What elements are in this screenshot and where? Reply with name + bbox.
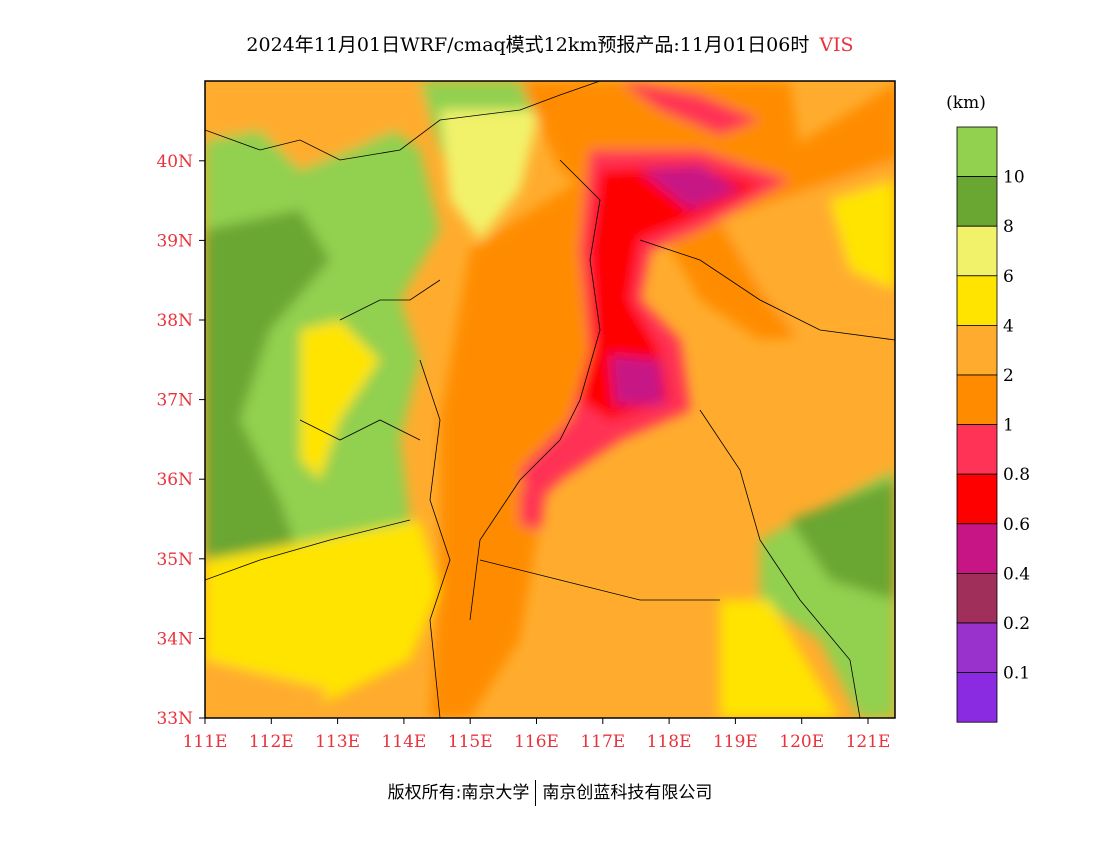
legend-label: 0.4 — [1003, 564, 1030, 584]
legend-swatch — [956, 424, 998, 475]
admin-boundaries — [205, 81, 895, 718]
legend-swatch — [956, 473, 998, 525]
legend-label: 8 — [1003, 217, 1014, 237]
legend-swatch — [956, 622, 998, 673]
footer-left: 版权所有:南京大学 — [387, 783, 530, 803]
title-variable: VIS — [819, 34, 854, 56]
lon-label: 120E — [779, 732, 824, 752]
footer-right: 南京创蓝科技有限公司 — [542, 783, 713, 803]
legend-swatch — [956, 573, 998, 624]
legend-label: 0.2 — [1003, 614, 1030, 634]
lon-label: 114E — [381, 732, 426, 752]
lon-label: 119E — [713, 732, 758, 752]
lat-label: 37N — [156, 391, 193, 411]
legend-label: 0.1 — [1003, 664, 1030, 684]
lat-label: 33N — [156, 709, 193, 729]
legend-label: 2 — [1003, 366, 1014, 386]
legend-label: 0.8 — [1003, 465, 1030, 485]
lat-label: 35N — [156, 550, 193, 570]
title-main: 2024年11月01日WRF/cmaq模式12km预报产品:11月01日06时 — [246, 34, 810, 56]
lon-label: 121E — [846, 732, 891, 752]
legend-swatch — [956, 126, 998, 177]
latitude-axis: 33N 34N 35N 36N 37N 38N 39N 40N — [156, 152, 205, 729]
legend-unit: (km) — [946, 93, 986, 113]
legend-label: 0.6 — [1003, 515, 1030, 535]
legend-swatch — [956, 374, 998, 425]
map-fill — [205, 81, 895, 718]
lat-label: 40N — [156, 152, 193, 172]
legend-swatch — [956, 176, 998, 227]
color-legend: 10 8 6 4 2 1 0.8 0.6 0.4 0.2 0.1 — [956, 126, 1030, 723]
lat-label: 36N — [156, 470, 193, 490]
legend-swatch — [956, 324, 998, 376]
lat-label: 34N — [156, 629, 193, 649]
lon-label: 117E — [580, 732, 625, 752]
legend-swatch — [956, 225, 998, 277]
lon-label: 115E — [448, 732, 493, 752]
legend-label: 10 — [1003, 168, 1025, 188]
legend-swatch — [956, 672, 998, 723]
lat-label: 38N — [156, 311, 193, 331]
lon-label: 116E — [514, 732, 559, 752]
copyright-footer: 版权所有:南京大学 南京创蓝科技有限公司 — [0, 778, 1100, 806]
chart-title: 2024年11月01日WRF/cmaq模式12km预报产品:11月01日06时 V… — [0, 30, 1100, 57]
legend-label: 4 — [1003, 316, 1014, 336]
lon-label: 113E — [315, 732, 360, 752]
lat-label: 39N — [156, 231, 193, 251]
legend-label: 1 — [1003, 416, 1014, 436]
lon-label: 118E — [647, 732, 692, 752]
legend-swatch — [956, 523, 998, 574]
legend-swatch — [956, 275, 998, 326]
lon-label: 112E — [249, 732, 294, 752]
legend-label: 6 — [1003, 267, 1014, 287]
footer-divider — [535, 780, 537, 806]
lon-label: 111E — [183, 732, 228, 752]
longitude-axis: 111E 112E 113E 114E 115E 116E 117E 118E 119E 120E… — [183, 718, 891, 752]
